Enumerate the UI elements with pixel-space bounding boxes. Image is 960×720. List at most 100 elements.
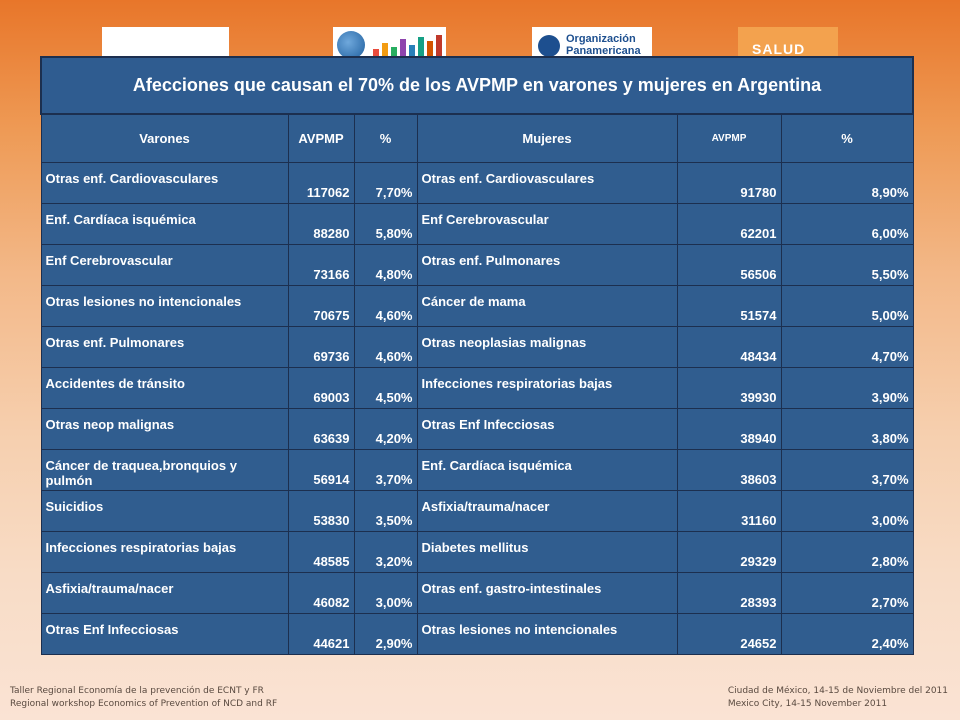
male-condition-cell: Cáncer de traquea,bronquios y pulmón — [40, 449, 289, 491]
female-condition-cell: Otras neoplasias malignas — [416, 326, 678, 368]
male-pct-cell: 3,00% — [353, 572, 418, 614]
female-condition-cell: Cáncer de mama — [416, 285, 678, 327]
table-row: Otras Enf Infecciosas 44621 2,90% Otras les… — [40, 613, 914, 655]
table-row: Asfixia/trauma/nacer 46082 3,00% Otras enf.… — [40, 572, 914, 614]
male-condition-cell: Otras enf. Cardiovasculares — [40, 162, 289, 204]
table-row: Suicidios 53830 3,50% Asfixia/trauma/nacer 3… — [40, 490, 914, 532]
female-condition-cell: Infecciones respiratorias bajas — [416, 367, 678, 409]
table-body: Otras enf. Cardiovasculares 117062 7,70% Ot… — [40, 162, 914, 655]
table-row: Infecciones respiratorias bajas 48585 3,20… — [40, 531, 914, 573]
male-condition-cell: Otras Enf Infecciosas — [40, 613, 289, 655]
male-pct-cell: 4,50% — [353, 367, 418, 409]
bar-graphic-icon — [373, 35, 442, 59]
male-avpmp-cell: 88280 — [287, 203, 355, 245]
male-pct-cell: 5,80% — [353, 203, 418, 245]
female-avpmp-cell: 29329 — [676, 531, 782, 573]
male-avpmp-cell: 44621 — [287, 613, 355, 655]
female-pct-cell: 2,40% — [780, 613, 914, 655]
avpmp-table-container: Afecciones que causan el 70% de los AVPM… — [39, 56, 915, 655]
female-pct-cell: 6,00% — [780, 203, 914, 245]
female-condition-cell: Otras lesiones no intencionales — [416, 613, 678, 655]
footer-workshop-en: Regional workshop Economics of Preventio… — [10, 699, 278, 709]
female-pct-cell: 5,00% — [780, 285, 914, 327]
male-pct-cell: 4,60% — [353, 285, 418, 327]
male-avpmp-cell: 69003 — [287, 367, 355, 409]
male-condition-cell: Infecciones respiratorias bajas — [40, 531, 289, 573]
male-pct-cell: 3,70% — [353, 449, 418, 491]
male-pct-cell: 4,80% — [353, 244, 418, 286]
female-avpmp-cell: 51574 — [676, 285, 782, 327]
paho-globe-icon — [538, 35, 560, 57]
paho-logo-line2: Panamericana — [566, 45, 641, 57]
male-pct-cell: 7,70% — [353, 162, 418, 204]
male-avpmp-cell: 53830 — [287, 490, 355, 532]
male-avpmp-cell: 69736 — [287, 326, 355, 368]
male-avpmp-cell: 48585 — [287, 531, 355, 573]
female-avpmp-cell: 62201 — [676, 203, 782, 245]
male-pct-cell: 3,50% — [353, 490, 418, 532]
header-avpmp-women: AVPMP — [676, 113, 782, 163]
male-condition-cell: Otras lesiones no intencionales — [40, 285, 289, 327]
male-avpmp-cell: 117062 — [287, 162, 355, 204]
table-title: Afecciones que causan el 70% de los AVPM… — [39, 56, 915, 115]
female-avpmp-cell: 24652 — [676, 613, 782, 655]
male-condition-cell: Enf. Cardíaca isquémica — [40, 203, 289, 245]
header-pct-women: % — [780, 113, 914, 163]
male-avpmp-cell: 73166 — [287, 244, 355, 286]
table-row: Otras enf. Cardiovasculares 117062 7,70% Ot… — [40, 162, 914, 204]
male-avpmp-cell: 70675 — [287, 285, 355, 327]
male-condition-cell: Asfixia/trauma/nacer — [40, 572, 289, 614]
male-condition-cell: Accidentes de tránsito — [40, 367, 289, 409]
table-row: Cáncer de traquea,bronquios y pulmón 5691… — [40, 449, 914, 491]
female-pct-cell: 3,90% — [780, 367, 914, 409]
male-avpmp-cell: 56914 — [287, 449, 355, 491]
header-pct-men: % — [353, 113, 418, 163]
female-avpmp-cell: 39930 — [676, 367, 782, 409]
table-row: Otras lesiones no intencionales 70675 4,60… — [40, 285, 914, 327]
female-pct-cell: 4,70% — [780, 326, 914, 368]
table-row: Otras enf. Pulmonares 69736 4,60% Otras neo… — [40, 326, 914, 368]
male-pct-cell: 3,20% — [353, 531, 418, 573]
female-condition-cell: Otras enf. Pulmonares — [416, 244, 678, 286]
footer-workshop: Taller Regional Economía de la prevenció… — [10, 685, 277, 711]
male-condition-cell: Otras neop malignas — [40, 408, 289, 450]
female-condition-cell: Enf Cerebrovascular — [416, 203, 678, 245]
female-avpmp-cell: 48434 — [676, 326, 782, 368]
male-condition-cell: Suicidios — [40, 490, 289, 532]
header-varones: Varones — [40, 113, 289, 163]
female-condition-cell: Diabetes mellitus — [416, 531, 678, 573]
female-condition-cell: Enf. Cardíaca isquémica — [416, 449, 678, 491]
globe-icon — [337, 31, 365, 59]
footer-location-es: Ciudad de México, 14-15 de Noviembre del… — [727, 686, 948, 696]
male-condition-cell: Otras enf. Pulmonares — [40, 326, 289, 368]
avpmp-table: Afecciones que causan el 70% de los AVPM… — [39, 56, 915, 655]
female-condition-cell: Otras enf. Cardiovasculares — [416, 162, 678, 204]
female-pct-cell: 5,50% — [780, 244, 914, 286]
female-avpmp-cell: 38603 — [676, 449, 782, 491]
table-row: Enf Cerebrovascular 73166 4,80% Otras enf. … — [40, 244, 914, 286]
table-row: Otras neop malignas 63639 4,20% Otras Enf I… — [40, 408, 914, 450]
female-avpmp-cell: 38940 — [676, 408, 782, 450]
male-pct-cell: 2,90% — [353, 613, 418, 655]
table-row: Accidentes de tránsito 69003 4,50% Infeccio… — [40, 367, 914, 409]
male-avpmp-cell: 63639 — [287, 408, 355, 450]
male-pct-cell: 4,60% — [353, 326, 418, 368]
female-condition-cell: Otras enf. gastro-intestinales — [416, 572, 678, 614]
female-avpmp-cell: 56506 — [676, 244, 782, 286]
paho-logo-line1: Organización — [566, 33, 636, 45]
male-condition-cell: Enf Cerebrovascular — [40, 244, 289, 286]
female-avpmp-cell: 28393 — [676, 572, 782, 614]
footer-location: Ciudad de México, 14-15 de Noviembre del… — [728, 685, 948, 711]
female-pct-cell: 3,70% — [780, 449, 914, 491]
female-pct-cell: 2,80% — [780, 531, 914, 573]
female-condition-cell: Otras Enf Infecciosas — [416, 408, 678, 450]
table-row: Enf. Cardíaca isquémica 88280 5,80% Enf Cer… — [40, 203, 914, 245]
female-pct-cell: 2,70% — [780, 572, 914, 614]
female-pct-cell: 3,00% — [780, 490, 914, 532]
female-condition-cell: Asfixia/trauma/nacer — [416, 490, 678, 532]
female-avpmp-cell: 31160 — [676, 490, 782, 532]
female-pct-cell: 3,80% — [780, 408, 914, 450]
female-avpmp-cell: 91780 — [676, 162, 782, 204]
male-avpmp-cell: 46082 — [287, 572, 355, 614]
male-pct-cell: 4,20% — [353, 408, 418, 450]
